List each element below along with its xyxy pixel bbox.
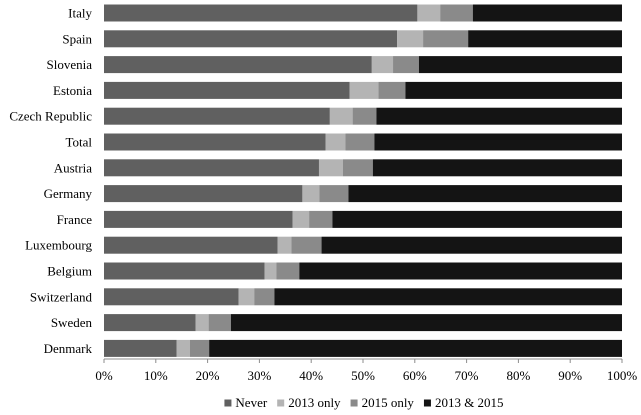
category-label-denmark: Denmark (44, 341, 93, 356)
bar-germany-never (104, 185, 303, 203)
bar-belgium-never (104, 262, 265, 280)
bars-group (104, 4, 622, 357)
category-labels: Italy Spain Slovenia Estonia Czech Republic T… (9, 6, 92, 356)
bar-czech-republic-2013-only (329, 107, 353, 125)
bar-czech-republic-2013-and-2015 (376, 107, 622, 125)
bar-spain-2013-and-2015 (468, 30, 622, 48)
bar-france-2015-only (309, 210, 333, 228)
category-label-sweden: Sweden (51, 315, 93, 330)
bar-denmark-never (104, 339, 177, 357)
category-label-germany: Germany (44, 186, 93, 201)
bar-germany-2015-only (319, 185, 349, 203)
bar-luxembourg-2013-only (277, 236, 292, 254)
category-label-austria: Austria (54, 160, 93, 175)
legend-item-never: Never (224, 395, 268, 410)
bar-sweden-2013-and-2015 (230, 314, 622, 332)
legend-item-2015-only: 2015 only (350, 395, 415, 410)
bar-italy-2013-only (417, 4, 441, 22)
legend-item-2013-only: 2013 only (277, 395, 341, 410)
bar-italy-2015-only (440, 4, 473, 22)
bar-denmark-2013-and-2015 (209, 339, 622, 357)
bar-slovenia-2013-only (371, 56, 394, 74)
bar-italy-never (104, 4, 418, 22)
bar-slovenia-2013-and-2015 (418, 56, 622, 74)
category-label-czech-republic: Czech Republic (9, 109, 92, 124)
legend-label-2013-and-2015: 2013 & 2015 (435, 395, 504, 410)
category-label-slovenia: Slovenia (47, 57, 93, 72)
bar-france-2013-only (292, 210, 310, 228)
bar-estonia-2015-only (378, 81, 406, 99)
bar-switzerland-2013-and-2015 (274, 288, 622, 306)
x-tick-label: 40% (299, 368, 323, 383)
bar-spain-never (104, 30, 398, 48)
x-tick-label: 0% (95, 368, 113, 383)
bar-slovenia-never (104, 56, 372, 74)
bar-slovenia-2015-only (393, 56, 419, 74)
bar-italy-2013-and-2015 (472, 4, 622, 22)
x-tick-label: 50% (351, 368, 375, 383)
category-label-belgium: Belgium (47, 264, 92, 279)
bar-switzerland-2015-only (254, 288, 275, 306)
bar-germany-2013-only (302, 185, 320, 203)
bar-belgium-2013-and-2015 (299, 262, 622, 280)
x-axis: 0% 10% 20% 30% 40% 50% 60% 70% 80% 90% 100% (95, 358, 638, 383)
x-tick-label: 70% (455, 368, 479, 383)
bar-france-2013-and-2015 (332, 210, 622, 228)
legend-item-2013-and-2015: 2013 & 2015 (423, 395, 504, 410)
bar-belgium-2013-only (264, 262, 277, 280)
bar-denmark-2015-only (189, 339, 210, 357)
category-label-estonia: Estonia (53, 83, 92, 98)
category-label-switzerland: Switzerland (30, 289, 93, 304)
bar-sweden-2015-only (208, 314, 231, 332)
bar-switzerland-never (104, 288, 239, 306)
x-tick-label: 20% (196, 368, 220, 383)
bar-total-never (104, 133, 326, 151)
bar-luxembourg-never (104, 236, 278, 254)
bar-belgium-2015-only (276, 262, 300, 280)
legend-swatch-2013-only (277, 399, 285, 407)
bar-total-2013-only (325, 133, 346, 151)
bar-sweden-never (104, 314, 196, 332)
legend-swatch-2015-only (350, 399, 358, 407)
bar-denmark-2013-only (176, 339, 190, 357)
bar-germany-2013-and-2015 (348, 185, 622, 203)
bar-estonia-2013-only (349, 81, 379, 99)
category-label-italy: Italy (68, 6, 92, 21)
x-tick-label: 60% (403, 368, 427, 383)
legend-label-2013-only: 2013 only (288, 395, 341, 410)
bar-luxembourg-2015-only (291, 236, 322, 254)
bar-switzerland-2013-only (238, 288, 255, 306)
bar-czech-republic-never (104, 107, 330, 125)
bar-spain-2015-only (423, 30, 469, 48)
bar-austria-2013-and-2015 (372, 159, 622, 177)
legend-swatch-2013-and-2015 (423, 399, 431, 407)
legend-label-never: Never (235, 395, 267, 410)
bar-austria-never (104, 159, 319, 177)
bar-austria-2015-only (342, 159, 373, 177)
bar-estonia-2013-and-2015 (405, 81, 622, 99)
bar-estonia-never (104, 81, 350, 99)
legend: Never 2013 only 2015 only 2013 & 2015 (224, 395, 504, 410)
category-label-spain: Spain (62, 31, 92, 46)
bar-total-2013-and-2015 (374, 133, 622, 151)
category-label-total: Total (65, 135, 92, 150)
bar-austria-2013-only (318, 159, 343, 177)
x-tick-label: 10% (144, 368, 168, 383)
bar-france-never (104, 210, 293, 228)
legend-swatch-never (224, 399, 232, 407)
x-tick-label: 30% (247, 368, 271, 383)
category-label-luxembourg: Luxembourg (25, 238, 92, 253)
bar-total-2015-only (345, 133, 375, 151)
legend-label-2015-only: 2015 only (362, 395, 415, 410)
x-tick-label: 80% (506, 368, 530, 383)
x-tick-label: 100% (607, 368, 638, 383)
bar-luxembourg-2013-and-2015 (321, 236, 622, 254)
bar-czech-republic-2015-only (352, 107, 377, 125)
category-label-france: France (57, 212, 93, 227)
x-tick-label: 90% (558, 368, 582, 383)
bar-spain-2013-only (397, 30, 424, 48)
bar-sweden-2013-only (195, 314, 209, 332)
